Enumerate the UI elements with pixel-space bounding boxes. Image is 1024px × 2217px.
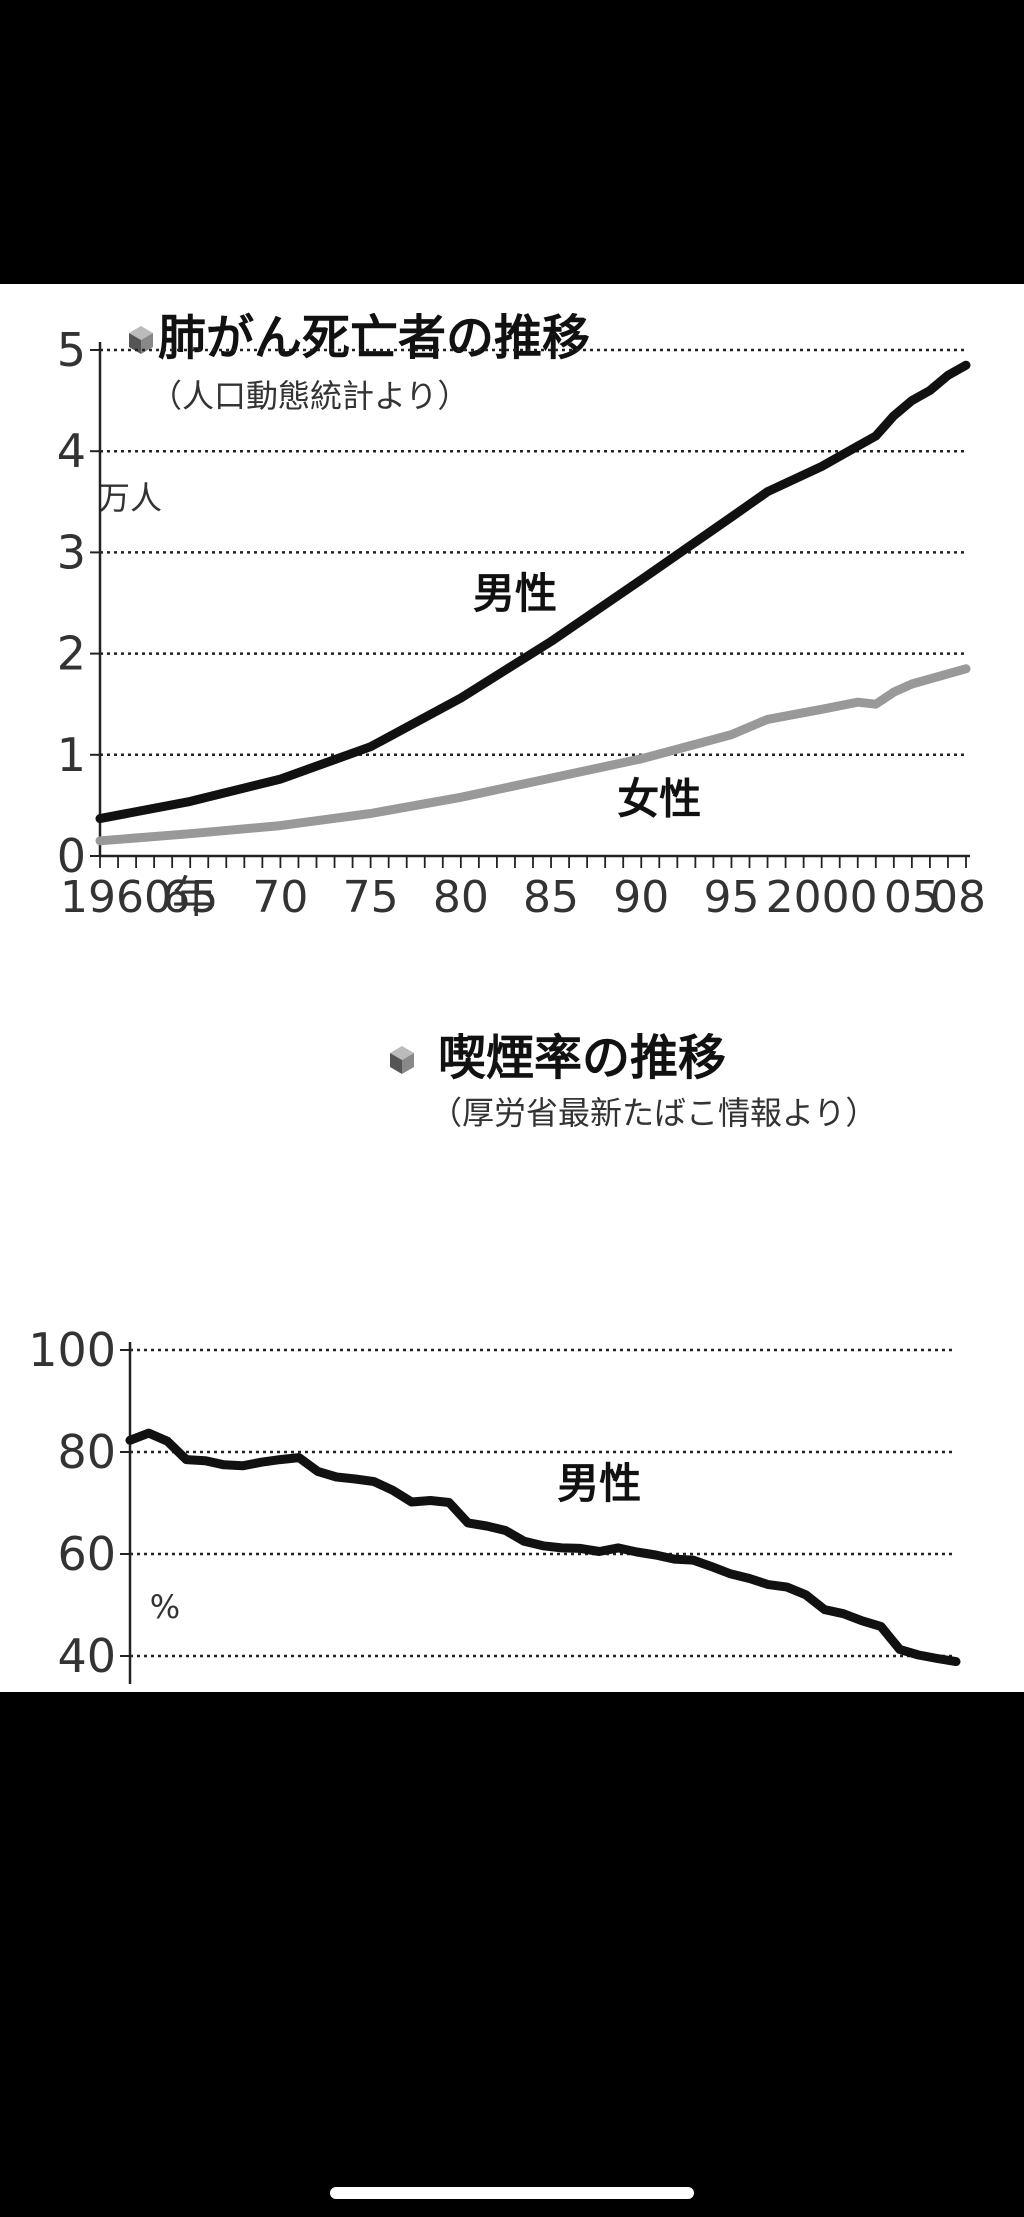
y-unit-text: % — [150, 1588, 180, 1626]
home-indicator — [330, 2187, 694, 2199]
series-line-male — [95, 360, 971, 824]
chart-subtitle: （厚労省最新たばこ情報より） — [430, 1094, 877, 1132]
y-tick-label: 60 — [57, 1527, 116, 1581]
chart-panel: 肺がん死亡者の推移 （人口動態統計より） 万人 0 1 2 3 4 5 1960年 65 70 7… — [0, 284, 1024, 1692]
y-unit-label: % — [150, 1588, 180, 1626]
series-label: 女性 — [617, 774, 701, 823]
cube-icon — [390, 1046, 414, 1074]
y-tick-label: 4 — [57, 424, 86, 478]
chart-title: 喫煙率の推移 — [438, 1030, 726, 1086]
y-tick-label: 3 — [57, 525, 86, 579]
x-tick-label: 1960年 — [60, 872, 216, 923]
x-tick-label: 05 — [884, 872, 940, 923]
series-label: 男性 — [557, 1459, 641, 1508]
series-line-female — [95, 664, 971, 846]
x-tick-label: 75 — [343, 872, 399, 923]
y-tick-label: 1 — [57, 728, 86, 782]
chart-subtitle: （人口動態統計より） — [150, 377, 469, 415]
y-tick-label: 2 — [57, 627, 86, 681]
x-tick-label: 08 — [930, 872, 986, 923]
x-tick-label: 90 — [613, 872, 669, 923]
y-unit-text: 万人 — [98, 479, 162, 517]
y-tick-label: 40 — [57, 1629, 116, 1683]
x-tick-label: 95 — [703, 872, 759, 923]
series-label: 男性 — [473, 569, 557, 618]
y-tick-label: 100 — [28, 1323, 116, 1377]
y-unit-label: 万人 — [98, 479, 162, 517]
series-line-male — [125, 1428, 961, 1667]
x-tick-label: 2000 — [766, 872, 878, 923]
y-tick-label: 5 — [57, 323, 86, 377]
y-tick-label: 0 — [57, 829, 86, 883]
y-tick-label: 80 — [57, 1425, 116, 1479]
chart-title: 肺がん死亡者の推移 — [158, 310, 590, 366]
x-tick-label: 85 — [523, 872, 579, 923]
x-tick-label: 70 — [252, 872, 308, 923]
x-tick-label: 65 — [162, 872, 218, 923]
x-tick-label: 80 — [433, 872, 489, 923]
smoking-rate-chart: 喫煙率の推移 （厚労省最新たばこ情報より） % 0204060801001965… — [28, 1030, 961, 1684]
